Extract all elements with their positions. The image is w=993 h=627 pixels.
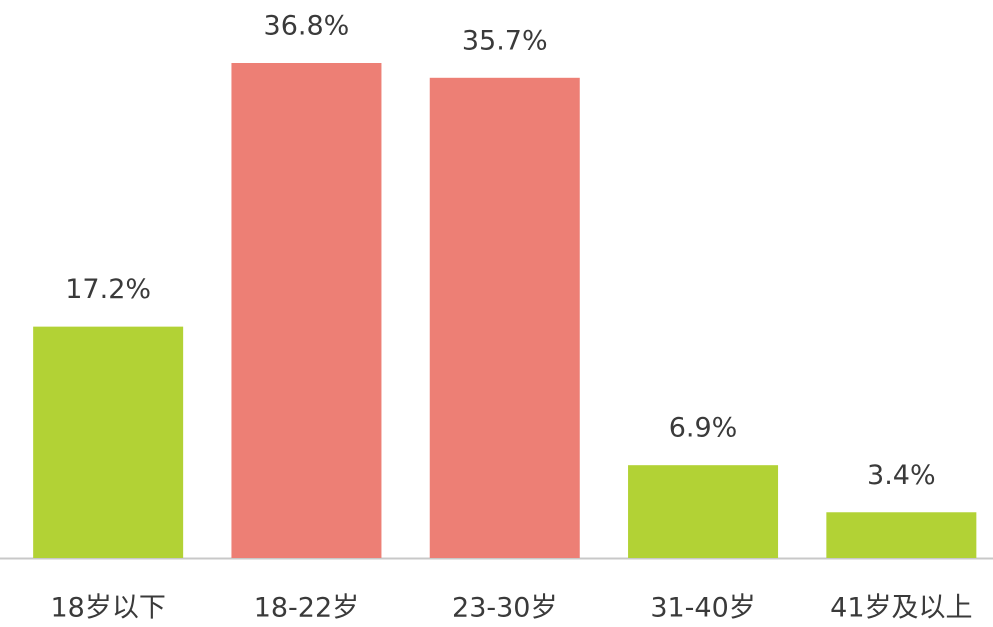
value-label: 3.4% <box>867 460 936 491</box>
chart: 17.2% 18岁以下 36.8% 18-22岁 35.7% 23-30岁 6.9% 31-4… <box>0 0 993 627</box>
bar <box>231 63 381 558</box>
x-tick-label: 23-30岁 <box>452 593 557 624</box>
value-label: 6.9% <box>669 413 738 444</box>
x-tick-label: 18岁以下 <box>50 593 165 624</box>
bar <box>430 78 580 558</box>
value-label: 36.8% <box>264 11 350 42</box>
bar <box>826 512 976 558</box>
x-tick-label: 31-40岁 <box>650 593 755 624</box>
x-tick-label: 41岁及以上 <box>830 593 972 624</box>
value-label: 17.2% <box>65 274 151 305</box>
value-label: 35.7% <box>462 25 548 56</box>
x-tick-label: 18-22岁 <box>254 593 359 624</box>
bar <box>33 327 183 558</box>
bar <box>628 465 778 558</box>
